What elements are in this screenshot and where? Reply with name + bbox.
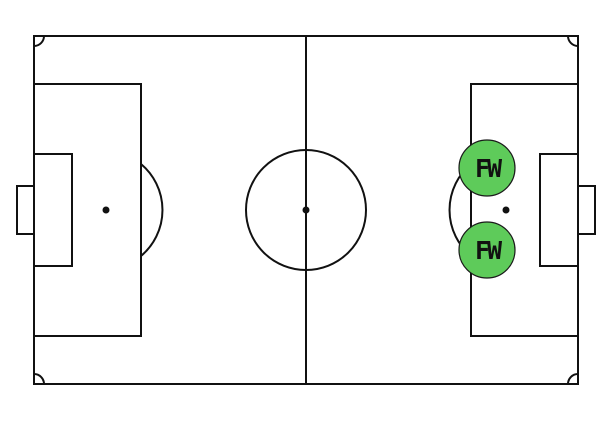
player-marker-1[interactable]: FW xyxy=(458,139,516,197)
right-goal-area xyxy=(539,153,579,267)
corner-arc-top-left xyxy=(33,35,45,47)
player-marker-2[interactable]: FW xyxy=(458,221,516,279)
left-penalty-area xyxy=(33,83,142,337)
center-spot xyxy=(302,206,310,214)
corner-arc-bottom-left xyxy=(33,373,45,385)
left-penalty-spot xyxy=(102,206,110,214)
left-penalty-arc xyxy=(140,163,164,257)
right-goal xyxy=(577,185,596,235)
corner-arc-top-right xyxy=(567,35,579,47)
center-circle xyxy=(245,149,367,271)
right-penalty-area xyxy=(470,83,579,337)
player-marker-1-label: FW xyxy=(475,154,503,183)
player-marker-1-circle xyxy=(458,139,516,197)
right-penalty-spot xyxy=(502,206,510,214)
player-marker-2-label: FW xyxy=(475,236,503,265)
corner-arc-bottom-right xyxy=(567,373,579,385)
left-goal xyxy=(16,185,35,235)
player-marker-2-circle xyxy=(458,221,516,279)
left-goal-area xyxy=(33,153,73,267)
